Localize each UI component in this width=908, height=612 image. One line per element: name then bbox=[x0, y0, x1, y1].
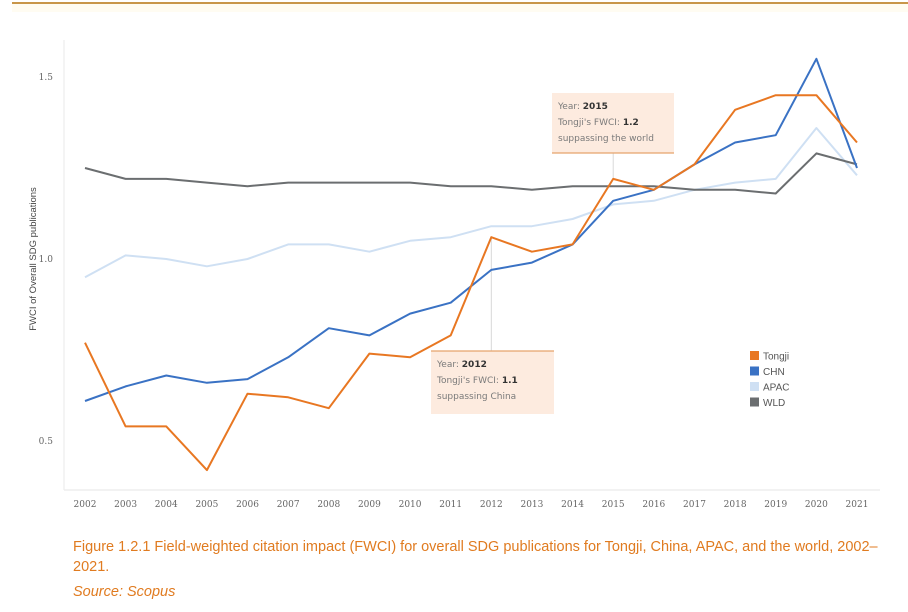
annotation-callout-2012: Year: 2012 Tongji's FWCI: 1.1 suppassing C… bbox=[431, 350, 554, 414]
top-rule-shadow bbox=[12, 4, 908, 12]
x-tick-label: 2012 bbox=[480, 500, 503, 510]
x-tick-label: 2014 bbox=[561, 500, 584, 510]
figure-source: Source: Scopus bbox=[73, 584, 176, 600]
x-tick-label: 2007 bbox=[277, 500, 300, 510]
callout-value: 2012 bbox=[462, 360, 487, 370]
x-tick-label: 2005 bbox=[195, 500, 218, 510]
legend-label: CHN bbox=[763, 367, 785, 378]
x-tick-label: 2013 bbox=[520, 500, 543, 510]
series-line-wld bbox=[84, 152, 858, 195]
x-tick-label: 2019 bbox=[764, 500, 787, 510]
callout-box bbox=[552, 93, 674, 153]
legend-item-chn: CHN bbox=[750, 366, 785, 378]
callout-label: Tongji's FWCI: bbox=[557, 118, 623, 128]
callout-label: Year: bbox=[557, 102, 583, 112]
series-line-chn bbox=[84, 57, 858, 402]
x-tick-label: 2003 bbox=[114, 500, 137, 510]
x-tick-label: 2004 bbox=[155, 500, 178, 510]
legend-swatch bbox=[750, 382, 759, 391]
callout-line: suppassing the world bbox=[558, 134, 654, 144]
legend: Tongji CHN APAC WLD bbox=[750, 351, 790, 409]
x-tick-label: 2008 bbox=[317, 500, 340, 510]
callout-line: Year: 2015 bbox=[557, 102, 608, 112]
axes bbox=[63, 40, 880, 491]
x-tick-label: 2016 bbox=[642, 500, 665, 510]
series-lines bbox=[84, 57, 858, 472]
x-tick-label: 2010 bbox=[399, 500, 422, 510]
x-tick-label: 2009 bbox=[358, 500, 381, 510]
callout-line: Tongji's FWCI: 1.2 bbox=[557, 118, 639, 128]
callout-line: Year: 2012 bbox=[436, 360, 487, 370]
legend-swatch bbox=[750, 397, 759, 407]
callout-line: suppassing China bbox=[437, 392, 516, 402]
top-rule-divider bbox=[12, 2, 908, 4]
legend-label: APAC bbox=[763, 383, 790, 394]
legend-label: WLD bbox=[763, 398, 785, 409]
callout-line: Tongji's FWCI: 1.1 bbox=[436, 376, 518, 386]
callout-value: 1.1 bbox=[502, 376, 518, 386]
y-axis-title: FWCI of Overall SDG publications bbox=[28, 187, 39, 331]
annotation-callout-2015: Year: 2015 Tongji's FWCI: 1.2 suppassing … bbox=[552, 93, 674, 154]
callout-label: Year: bbox=[436, 360, 462, 370]
x-tick-label: 2018 bbox=[724, 500, 747, 510]
annotation-leaders bbox=[490, 153, 614, 351]
callout-label: suppassing China bbox=[437, 392, 516, 402]
legend-swatch bbox=[750, 351, 759, 360]
y-tick-label: 1.0 bbox=[39, 255, 54, 265]
legend-swatch bbox=[750, 366, 759, 376]
y-tick-labels: 0.5 1.0 1.5 bbox=[39, 73, 54, 447]
y-tick-label: 1.5 bbox=[39, 73, 54, 83]
legend-item-wld: WLD bbox=[750, 397, 785, 409]
legend-item-apac: APAC bbox=[750, 382, 790, 394]
x-tick-label: 2002 bbox=[74, 500, 97, 510]
legend-label: Tongji bbox=[763, 352, 789, 363]
x-tick-label: 2011 bbox=[439, 500, 462, 510]
y-tick-label: 0.5 bbox=[39, 437, 54, 447]
series-line-tongji bbox=[84, 94, 858, 472]
callout-label: suppassing the world bbox=[558, 134, 654, 144]
fwci-line-chart: FWCI of Overall SDG publications 0.5 1.0 1… bbox=[28, 40, 880, 510]
callout-label: Tongji's FWCI: bbox=[436, 376, 502, 386]
figure-caption: Figure 1.2.1 Field-weighted citation imp… bbox=[73, 539, 878, 575]
x-tick-labels: 2002 2003 2004 2005 2006 2007 2008 2009 2010 2011… bbox=[74, 500, 869, 510]
callout-value: 1.2 bbox=[623, 118, 639, 128]
series-line-apac bbox=[84, 127, 858, 279]
callout-value: 2015 bbox=[583, 102, 608, 112]
x-tick-label: 2006 bbox=[236, 500, 259, 510]
legend-item-tongji: Tongji bbox=[750, 351, 789, 363]
x-tick-label: 2015 bbox=[602, 500, 625, 510]
x-tick-label: 2020 bbox=[805, 500, 828, 510]
callout-box bbox=[431, 351, 554, 414]
x-tick-label: 2021 bbox=[846, 500, 869, 510]
x-tick-label: 2017 bbox=[683, 500, 706, 510]
annotation-callouts: Year: 2015 Tongji's FWCI: 1.2 suppassing … bbox=[431, 93, 674, 414]
